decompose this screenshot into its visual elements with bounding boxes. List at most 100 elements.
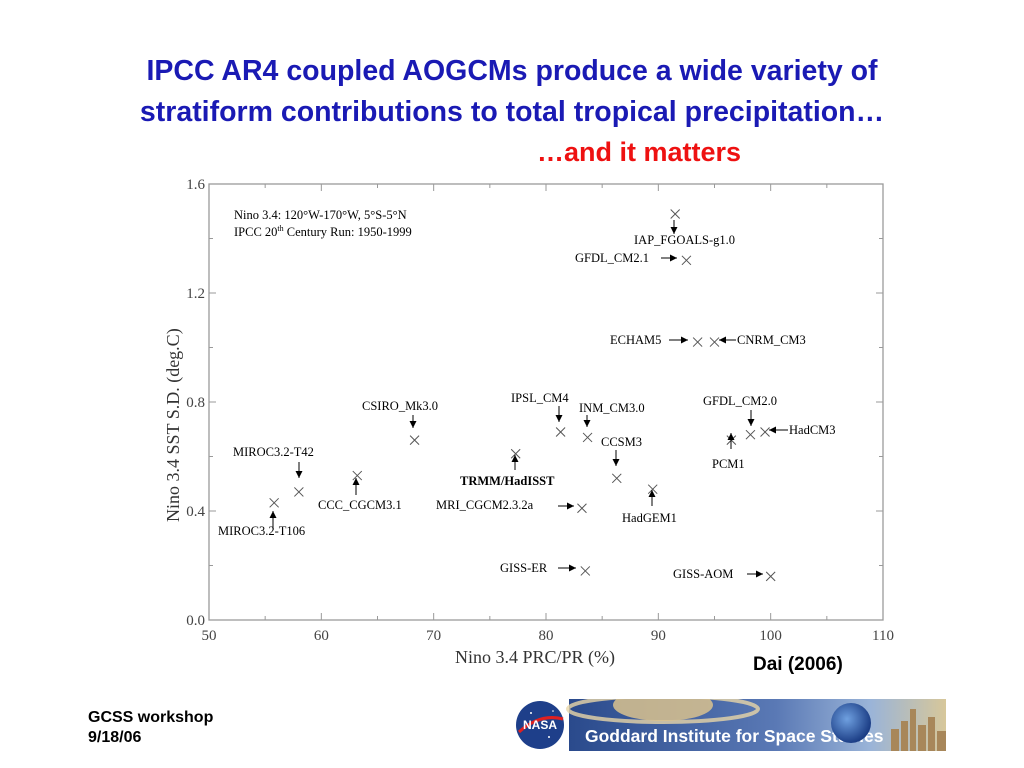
marker-stroke [745,429,756,440]
label-arrow-head [612,459,620,466]
label-arrow-head [569,564,576,572]
data-point-marker [692,337,703,347]
data-point-marker [681,255,692,266]
data-point-label: CSIRO_Mk3.0 [362,399,438,413]
marker-stroke [611,473,622,484]
label-arrow-head [747,419,755,426]
marker-stroke [577,503,587,514]
chart-annotation-line-2: IPCC 20th Century Run: 1950-1999 [234,224,412,239]
label-arrow-head [511,455,519,462]
marker-stroke [269,497,280,508]
data-point-marker [647,484,658,495]
label-arrow-head [648,490,656,497]
axis-ticks [208,183,884,621]
label-arrow-head [352,478,360,485]
slide-subtitle: …and it matters [537,137,742,167]
data-point-label: GISS-AOM [673,567,733,581]
annotation-sup: th [277,224,283,233]
marker-stroke [647,484,658,495]
saturn-icon [566,699,760,724]
x-tick-label: 60 [314,628,329,644]
data-point-label: MIROC3.2-T106 [218,524,305,538]
data-point-marker [745,429,756,440]
marker-stroke [294,487,304,497]
marker-stroke [760,427,770,437]
footer-date: 9/18/06 [88,729,142,746]
label-arrow-head [681,336,688,344]
data-point-marker [409,435,420,446]
data-point-label: MRI_CGCM2.3.2a [436,498,534,512]
x-tick-label: 100 [759,628,782,644]
marker-stroke [681,255,692,266]
marker-stroke [580,566,591,576]
data-point-label: IPSL_CM4 [511,391,569,405]
label-arrow-head [756,570,763,578]
y-axis-label: Nino 3.4 SST S.D. (deg.C) [163,328,184,522]
y-tick-label: 0.4 [186,504,205,520]
y-tick-label: 0.8 [186,395,205,411]
label-arrow-head [295,471,303,478]
x-tick-labels: 50 60 70 80 90 100 110 [202,628,894,644]
data-point-label: GISS-ER [500,561,548,575]
annotation-post: Century Run: 1950-1999 [284,225,412,239]
data-point-marker [269,497,280,508]
data-point-label: MIROC3.2-T42 [233,445,314,459]
data-point-marker [760,427,770,437]
label-arrow-head [769,426,776,434]
data-point-label: HadCM3 [789,423,836,437]
marker-stroke [409,435,420,446]
data-point-label: GFDL_CM2.1 [575,251,649,265]
label-arrow-head [670,227,678,234]
x-tick-label: 110 [872,628,894,644]
data-points [269,209,776,582]
data-point-marker [510,448,521,459]
marker-stroke [670,209,681,219]
data-point-label: TRMM/HadISST [460,474,555,488]
citation: Dai (2006) [753,654,843,675]
label-arrow-head [269,511,277,518]
data-point-label: PCM1 [712,457,745,471]
data-point-labels: IAP_FGOALS-g1.0 GFDL_CM2.1 ECHAM5 CNRM_CM3 G… [218,220,836,581]
x-tick-label: 50 [202,628,217,644]
label-arrow-head [555,415,563,422]
slide-title-line-1: IPCC AR4 coupled AOGCMs produce a wide v… [146,55,878,87]
data-point-marker [577,503,587,514]
label-arrow-head [583,420,591,427]
data-point-marker [294,487,304,497]
data-point-marker [352,470,363,481]
data-point-marker [582,432,593,443]
giss-banner: NASA Goddard Institute for Space Studies [513,699,946,751]
x-tick-label: 80 [539,628,554,644]
marker-stroke [709,337,720,347]
data-point-label: IAP_FGOALS-g1.0 [634,233,735,247]
label-arrow-head [670,254,677,262]
x-axis-label: Nino 3.4 PRC/PR (%) [455,647,615,668]
marker-stroke [510,448,521,459]
nasa-logo-icon: NASA [516,701,564,749]
marker-stroke [555,427,566,437]
data-point-marker [709,337,720,347]
data-point-marker [555,427,566,437]
y-tick-labels: 0.0 0.4 0.8 1.2 1.6 [186,177,205,629]
data-point-label: CCSM3 [601,435,642,449]
data-point-label: GFDL_CM2.0 [703,394,777,408]
x-tick-label: 70 [426,628,441,644]
earth-icon [831,703,871,743]
x-tick-label: 90 [651,628,666,644]
data-point-label: HadGEM1 [622,511,677,525]
city-skyline-icon [891,709,946,751]
data-point-marker [611,473,622,484]
y-tick-label: 1.6 [186,177,205,193]
footer-event: GCSS workshop [88,709,214,726]
label-arrow-head [727,433,735,440]
marker-stroke [692,337,703,347]
slide-title-line-2: stratiform contributions to total tropic… [139,96,885,128]
scatter-chart: 50 60 70 80 90 100 110 0.0 0.4 0.8 1.2 1.6 Nino 3.… [163,177,894,668]
y-tick-label: 0.0 [186,613,205,629]
label-arrow-head [409,421,417,428]
marker-stroke [352,470,363,481]
data-point-label: ECHAM5 [610,333,661,347]
nasa-logo-text: NASA [523,718,557,732]
data-point-marker [580,566,591,576]
data-point-label: CNRM_CM3 [737,333,806,347]
